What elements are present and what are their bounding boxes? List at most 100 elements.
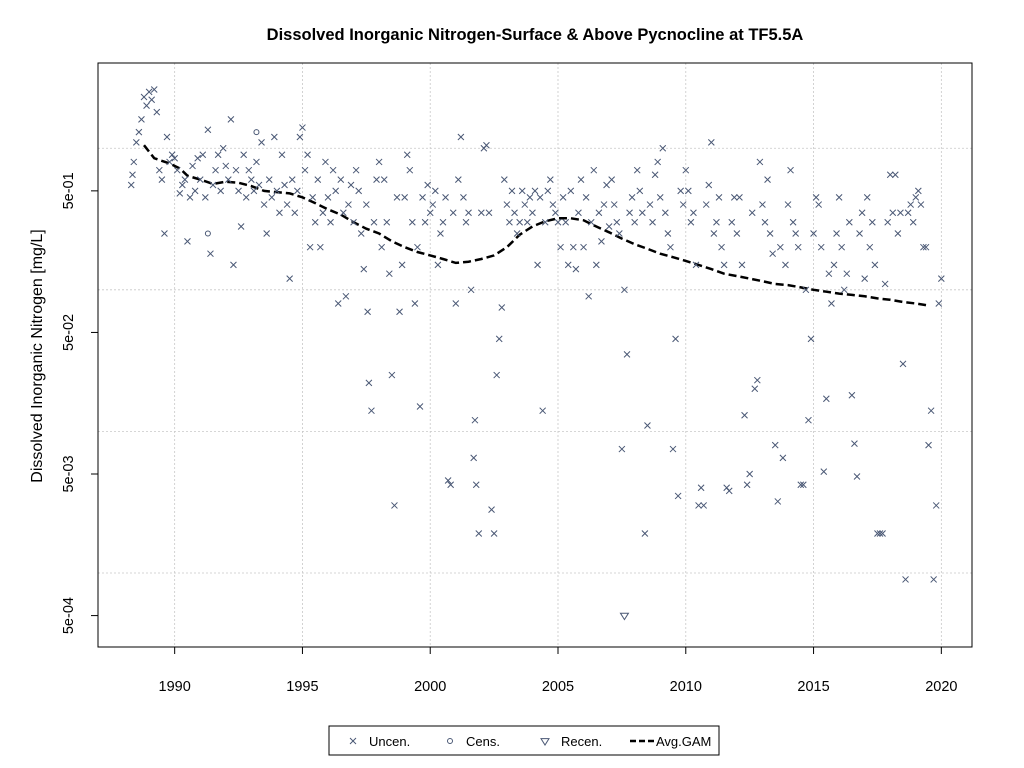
uncen-point-246 [748,209,756,217]
x-tick-label-3: 2005 [542,679,574,695]
uncen-point-45 [240,151,248,159]
uncen-point-124 [439,218,447,226]
uncen-point-85 [342,292,350,300]
uncen-point-298 [881,280,889,288]
uncen-point-130 [454,176,462,184]
uncen-point-291 [863,193,871,201]
grid [98,63,972,647]
uncen-point-22 [181,176,189,184]
uncen-point-227 [700,502,708,509]
legend-label-2: Recen. [561,734,602,749]
uncen-point-175 [567,187,575,195]
uncen-point-313 [920,243,927,251]
uncen-point-271 [812,193,820,201]
uncen-point-244 [743,481,751,489]
uncen-point-65 [291,209,299,217]
uncen-point-9 [148,96,156,104]
uncen-point-72 [309,193,317,201]
uncen-point-170 [554,218,562,226]
uncen-point-63 [286,275,294,282]
uncen-point-214 [667,243,674,251]
y-tick-label-2: 5e-02 [61,314,77,351]
uncen-point-134 [465,209,472,217]
uncen-point-117 [421,218,429,226]
uncen-point-252 [764,176,771,184]
uncen-point-202 [636,187,644,195]
uncen-point-110 [403,151,411,159]
uncen-point-90 [355,187,363,195]
uncen-point-109 [401,193,409,201]
uncen-point-21 [178,181,186,189]
uncen-point-108 [398,261,406,269]
uncen-point-112 [408,218,416,226]
uncen-point-3 [132,139,140,146]
uncen-point-200 [631,218,639,226]
uncen-point-266 [799,481,807,489]
uncen-point-267 [802,286,810,294]
uncen-point-172 [559,193,567,201]
uncen-point-41 [230,261,237,269]
uncen-point-279 [833,230,840,237]
uncen-point-312 [917,201,925,208]
chart-title: Dissolved Inorganic Nitrogen-Surface & A… [267,26,804,44]
uncen-point-137 [471,416,479,424]
legend-symbol-cens [447,738,453,744]
legend-label-3: Avg.GAM [656,734,711,749]
uncen-point-25 [189,162,196,170]
uncen-point-7 [143,102,150,109]
uncen-point-146 [493,371,501,379]
uncen-point-156 [518,187,526,195]
uncen-point-242 [738,261,746,269]
uncen-point-311 [914,187,922,195]
uncen-point-186 [595,209,603,217]
uncen-point-187 [598,237,605,245]
uncen-point-140 [477,209,485,217]
uncen-point-95 [365,379,373,387]
uncen-point-102 [383,218,391,226]
uncen-point-247 [751,385,759,393]
uncen-point-126 [444,477,452,484]
uncen-point-5 [138,115,145,123]
cens-point-0 [204,230,211,237]
uncen-point-316 [927,407,935,415]
uncen-point-295 [874,530,881,537]
uncen-point-285 [848,391,856,399]
uncen-point-66 [293,187,301,195]
uncen-point-29 [199,151,207,159]
uncen-point-273 [817,243,825,251]
uncen-point-61 [281,181,288,189]
legend-box [328,725,720,756]
uncen-point-138 [472,481,480,489]
uncen-point-293 [868,218,876,226]
uncen-point-70 [304,151,311,159]
uncen-point-233 [715,193,723,201]
uncen-point-56 [268,193,276,201]
uncen-point-31 [204,126,212,134]
uncen-point-27 [194,154,202,162]
uncen-point-74 [314,176,322,184]
uncen-point-135 [467,286,475,294]
uncen-point-81 [332,187,340,195]
uncen-point-319 [935,300,943,307]
uncen-point-37 [219,144,227,152]
uncen-point-77 [322,158,329,166]
uncen-point-258 [779,454,787,462]
uncen-point-12 [155,166,163,174]
uncen-point-197 [623,351,631,358]
x-tick-label-4: 2010 [670,679,702,695]
uncen-point-55 [265,176,273,184]
uncen-point-30 [201,193,209,201]
uncen-point-75 [316,243,324,251]
uncen-point-106 [393,193,401,201]
uncen-point-190 [605,223,613,230]
uncen-point-169 [552,209,559,217]
uncen-point-239 [730,193,738,201]
y-axis: 5e-04 5e-03 5e-02 5e-01 [61,172,98,634]
uncen-point-152 [508,187,516,195]
uncen-point-178 [575,209,582,217]
uncen-point-148 [498,304,506,311]
x-axis: 1990 1995 2000 2005 2010 2015 2020 [159,646,957,695]
uncen-point-159 [526,193,534,201]
uncen-point-292 [866,243,874,251]
uncen-point-87 [347,181,355,189]
